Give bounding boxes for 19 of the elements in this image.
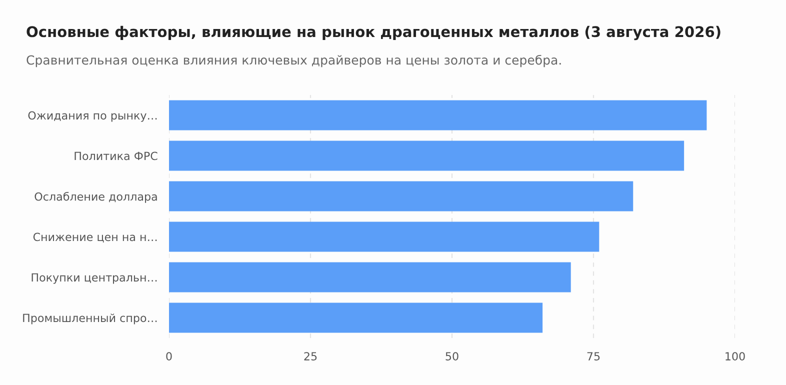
bar — [169, 181, 634, 212]
bar — [169, 302, 543, 333]
bar — [169, 140, 684, 171]
chart-title: Основные факторы, влияющие на рынок драгоценных металлов (3 августа 2026) — [26, 26, 720, 40]
y-tick-label: Политика ФРС — [74, 152, 158, 160]
bar — [169, 262, 571, 292]
y-tick-label: Снижение цен на н… — [33, 232, 157, 243]
chart-subtitle: Сравнительная оценка влияния ключевых драйверов на цены золота и серебра. — [26, 54, 561, 68]
x-tick-label: 25 — [304, 352, 317, 360]
x-tick-label: 0 — [166, 352, 172, 360]
x-tick-label: 50 — [446, 352, 458, 360]
bar — [169, 100, 707, 130]
y-tick-label: Ослабление доллара — [34, 192, 157, 203]
y-tick-label: Ожидания по рынку… — [28, 111, 157, 122]
y-tick-label: Промышленный спро… — [23, 314, 157, 324]
y-tick-label: Покупки центральн… — [32, 273, 157, 284]
x-tick-label: 100 — [726, 352, 745, 360]
bar — [169, 222, 600, 252]
x-tick-label: 75 — [587, 352, 600, 360]
